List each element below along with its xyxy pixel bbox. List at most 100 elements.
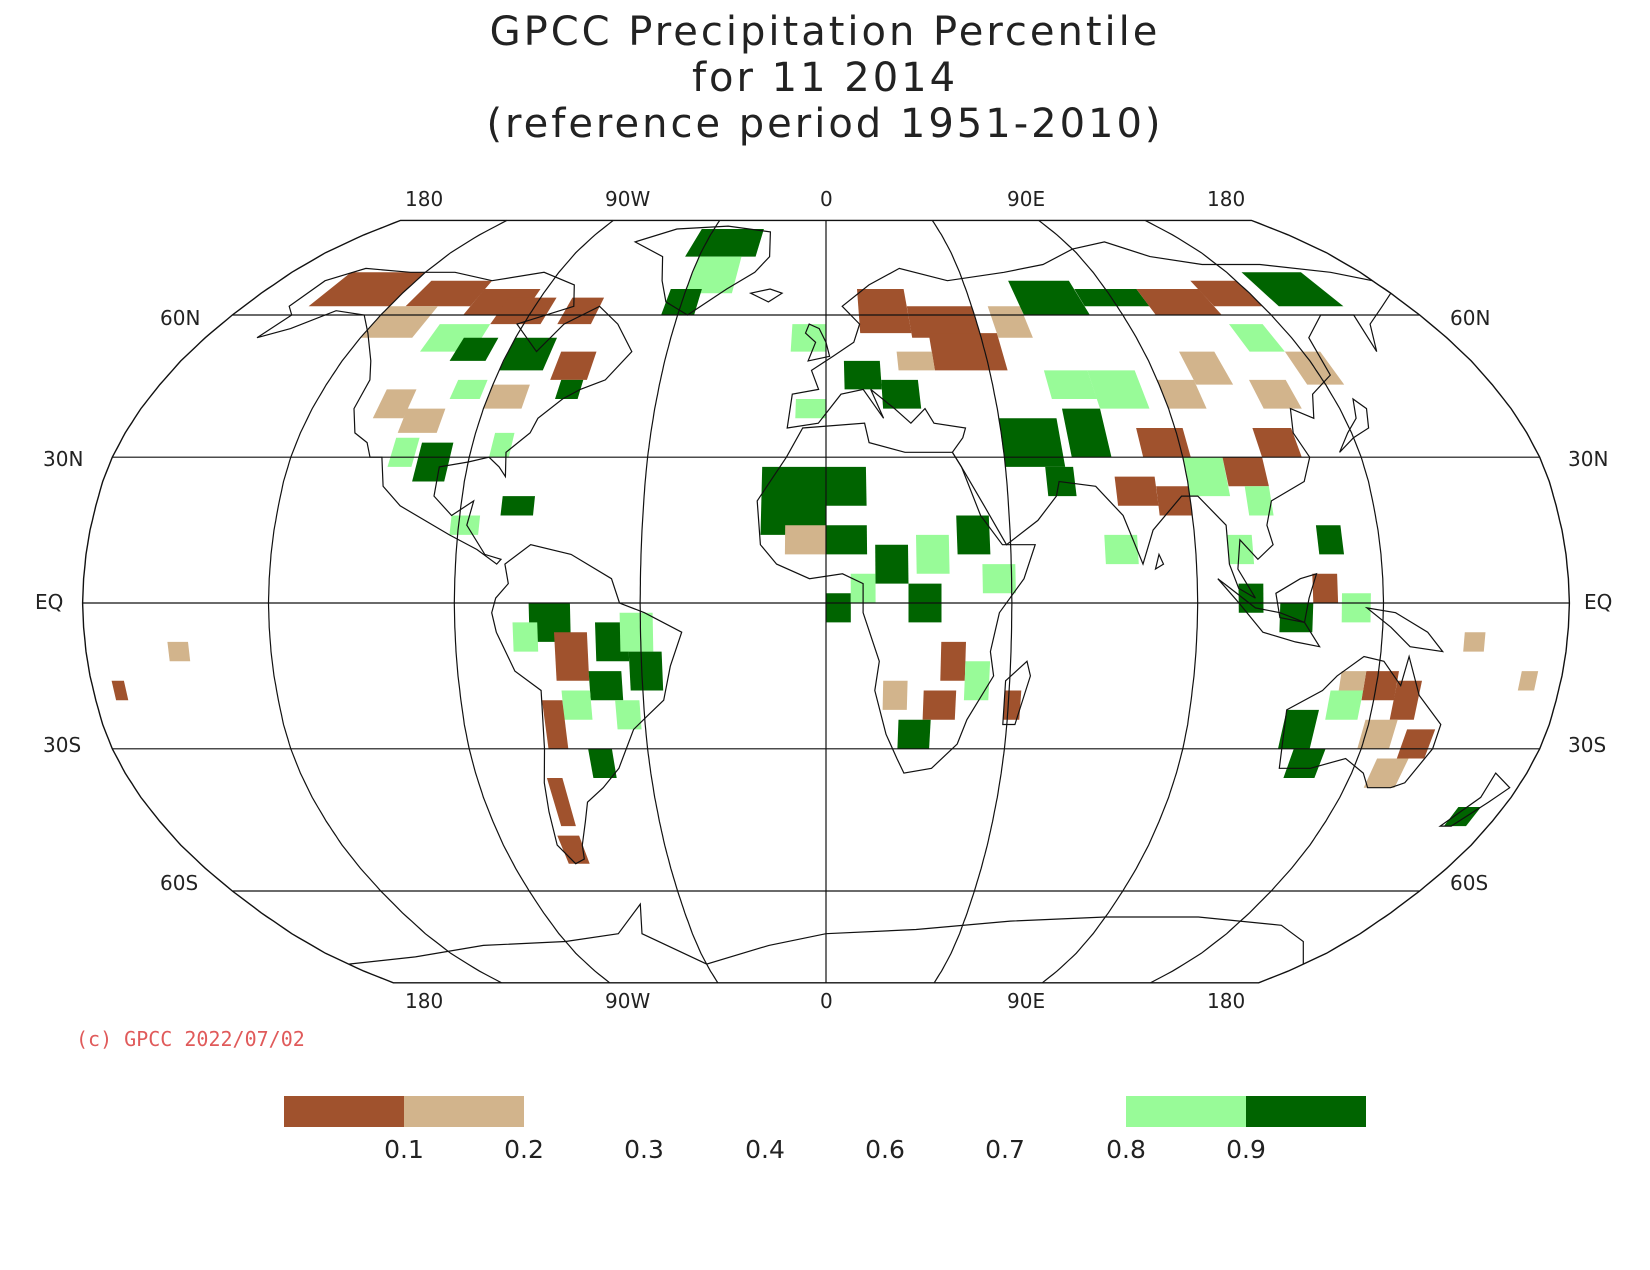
percentile-cell (843, 360, 882, 390)
lat-label-right-eq: EQ (1584, 590, 1613, 614)
percentile-cell (1252, 428, 1302, 458)
percentile-cell (615, 700, 642, 730)
percentile-patches (111, 229, 1539, 864)
colorbar-label-0.6: 0.6 (865, 1135, 905, 1164)
percentile-cell (1315, 525, 1344, 555)
colorbar-box-very-wet (1246, 1096, 1366, 1127)
percentile-cell (554, 632, 590, 681)
percentile-cell (906, 306, 982, 338)
colorbar-label-0.8: 0.8 (1106, 1135, 1146, 1164)
percentile-cell (1443, 807, 1481, 827)
coastline-antarctica (348, 902, 1304, 965)
colorbar-box-dry (404, 1096, 524, 1127)
coastline-south-america (491, 544, 683, 865)
percentile-cell (1190, 280, 1263, 307)
percentile-cell (561, 690, 593, 720)
percentile-cell (1249, 379, 1302, 409)
percentile-cell (449, 515, 481, 535)
coastline-new-guinea (1364, 606, 1445, 653)
coastline-africa (756, 422, 1037, 774)
percentile-cell (1043, 370, 1097, 399)
percentile-cell (882, 680, 908, 710)
colorbar-label-0.2: 0.2 (504, 1135, 544, 1164)
lon-label-bottom-90e: 90E (1007, 989, 1046, 1013)
percentile-cell (1283, 748, 1326, 778)
colorbar-label-0.1: 0.1 (384, 1135, 424, 1164)
percentile-cell (1157, 379, 1207, 409)
coastline-sri-lanka-india (1154, 552, 1165, 571)
percentile-cell (1278, 709, 1319, 749)
percentile-cell (1244, 486, 1274, 516)
lat-label-left-30n: 30N (43, 447, 84, 471)
percentile-cell (588, 748, 617, 778)
colorbar-label-0.7: 0.7 (985, 1135, 1025, 1164)
coastline-australia (1278, 654, 1442, 789)
percentile-cell (928, 333, 1008, 371)
globe-outline (81, 219, 1571, 984)
percentile-cell (1338, 671, 1367, 691)
percentile-cell (1104, 534, 1139, 565)
lat-label-left-eq: EQ (35, 590, 64, 614)
percentile-cell (685, 229, 764, 257)
percentile-cell (1363, 758, 1409, 788)
percentile-cell (1179, 351, 1234, 385)
percentile-cell (1136, 289, 1222, 315)
colorbar-label-0.9: 0.9 (1226, 1135, 1266, 1164)
lon-label-top-0: 0 (820, 187, 833, 211)
percentile-cell (1361, 671, 1399, 701)
percentile-cell (557, 835, 590, 864)
percentile-cell (857, 289, 912, 334)
coastline-europe-asia (786, 241, 1392, 599)
meridian--90 (453, 219, 614, 984)
percentile-cell (555, 379, 584, 399)
percentile-cell (619, 612, 654, 652)
coastline-north-america (256, 267, 633, 565)
lat-label-right-60n: 60N (1450, 306, 1491, 330)
lat-label-left-30s: 30S (43, 733, 82, 757)
percentile-cell (1087, 370, 1150, 409)
percentile-cell (1238, 583, 1264, 613)
percentile-cell (1182, 457, 1231, 497)
percentile-cell (550, 351, 597, 380)
percentile-cell (896, 351, 935, 371)
percentile-cell (557, 297, 605, 325)
lon-label-bottom-0: 0 (820, 989, 833, 1013)
percentile-cell (499, 337, 557, 371)
percentile-cell (881, 379, 922, 409)
colorbar-box-wet (1126, 1096, 1246, 1127)
meridian--45 (639, 220, 721, 984)
coastlines (256, 225, 1511, 965)
percentile-cell (372, 389, 417, 419)
percentile-cell (111, 680, 129, 701)
coastline-madagascar (1002, 660, 1032, 726)
percentile-cell (167, 641, 191, 662)
percentile-cell (795, 399, 826, 419)
percentile-cell (922, 690, 957, 720)
percentile-cell (998, 418, 1066, 467)
percentile-cell (542, 700, 569, 749)
percentile-cell (826, 593, 851, 623)
percentile-cell (1222, 457, 1269, 487)
coastline-borneo (1275, 572, 1318, 624)
percentile-cell (1229, 324, 1285, 352)
percentile-cell (987, 306, 1033, 338)
percentile-cell (790, 324, 826, 352)
percentile-cell (963, 661, 991, 701)
percentile-cell (528, 603, 571, 642)
percentile-cell (449, 337, 499, 361)
percentile-cell (1517, 671, 1539, 691)
percentile-cell (956, 515, 991, 555)
percentile-cell (1136, 428, 1191, 458)
percentile-cell (1389, 680, 1422, 720)
percentile-cell (982, 564, 1016, 594)
percentile-cell (1357, 719, 1398, 749)
lon-label-top-90w: 90W (605, 187, 651, 211)
coastline-uk (804, 323, 831, 362)
percentile-cell (546, 778, 576, 827)
percentile-cell (1156, 486, 1193, 516)
title-line-2: for 11 2014 (691, 55, 959, 101)
percentile-cell (940, 641, 966, 681)
percentile-cell (826, 525, 868, 555)
percentile-cell (1008, 280, 1090, 315)
colorbar-box-very-dry (284, 1096, 404, 1127)
